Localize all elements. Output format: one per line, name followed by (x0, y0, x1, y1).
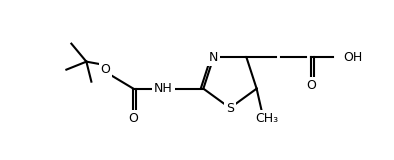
Text: N: N (209, 51, 218, 64)
Text: O: O (100, 63, 110, 76)
Text: OH: OH (344, 51, 363, 64)
Text: CH₃: CH₃ (255, 112, 278, 125)
Text: S: S (226, 101, 234, 115)
Text: O: O (128, 112, 138, 125)
Text: NH: NH (154, 82, 173, 95)
Text: O: O (307, 79, 316, 92)
